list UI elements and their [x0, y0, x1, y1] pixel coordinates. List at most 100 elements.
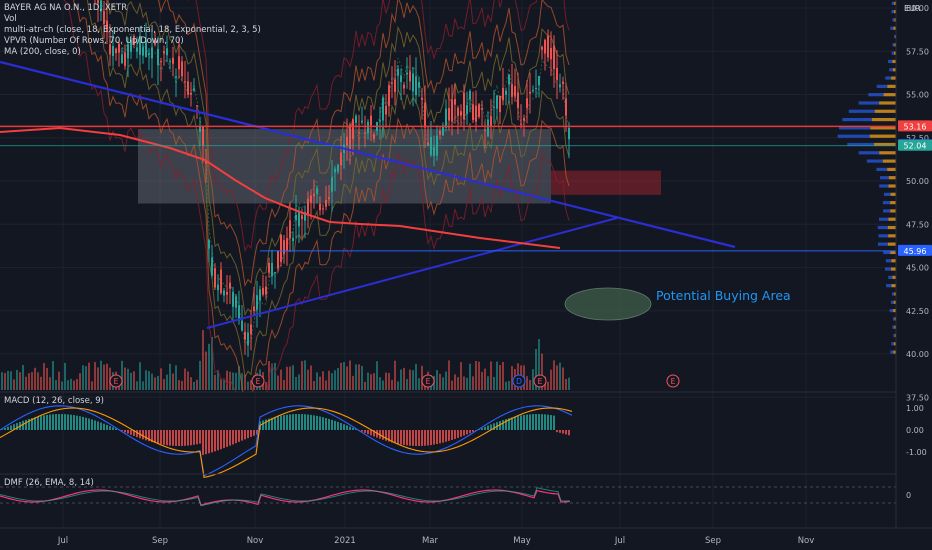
vp-row-up [882, 201, 891, 205]
macd-histogram-bar [13, 424, 15, 430]
macd-histogram-bar [67, 414, 69, 430]
volume-bar [85, 366, 87, 390]
dmf-line [0, 489, 571, 506]
macd-histogram-bar [82, 416, 84, 430]
candle-body [289, 220, 291, 239]
candle-body [217, 284, 219, 291]
macd-histogram-bar [151, 430, 153, 443]
macd-histogram-bar [322, 417, 324, 430]
volume-bar [22, 364, 24, 390]
volume-bar [358, 364, 360, 390]
candle-body [517, 92, 519, 109]
candle-body [106, 20, 108, 31]
candle-body [325, 200, 327, 207]
volume-bar [556, 365, 558, 390]
macd-histogram-bar [382, 430, 384, 440]
candle-body [130, 39, 132, 52]
macd-histogram-bar [76, 415, 78, 430]
vp-row-up [886, 284, 892, 288]
macd-histogram-bar [100, 422, 102, 430]
vp-row-up [891, 292, 895, 296]
candle-body [508, 74, 510, 85]
volume-bar [154, 377, 156, 390]
macd-label[interactable]: MACD (12, 26, close, 9) [4, 396, 104, 406]
candle-body [367, 121, 369, 134]
macd-histogram-bar [91, 419, 93, 430]
macd-histogram-bar [88, 418, 90, 430]
volume-bar [322, 371, 324, 390]
volume-bar [325, 380, 327, 390]
macd-histogram-bar [187, 430, 189, 446]
macd-histogram-bar [145, 430, 147, 441]
indicator-vol[interactable]: Vol [4, 14, 17, 24]
volume-bar [436, 370, 438, 390]
price-tag [898, 120, 932, 132]
volume-bar [136, 381, 138, 390]
candle-body [565, 98, 567, 116]
vp-row-down [894, 292, 896, 296]
vp-row-down [894, 325, 896, 329]
macd-histogram-bar [85, 417, 87, 430]
indicator-vpvr[interactable]: VPVR (Number Of Rows, 70, Up/Down, 70) [4, 36, 184, 46]
volume-bar [58, 371, 60, 390]
candle-body [109, 44, 111, 55]
macd-histogram-bar [391, 430, 393, 443]
macd-histogram-bar [43, 415, 45, 430]
candle-body [187, 81, 189, 95]
candle-body [133, 35, 135, 45]
macd-histogram-bar [373, 430, 375, 437]
candle-body [454, 99, 456, 105]
macd-histogram-bar [235, 430, 237, 444]
x-tick-label: Sep [152, 536, 168, 546]
candle-body [520, 123, 522, 125]
volume-bars [1, 330, 570, 390]
macd-histogram-bar [31, 418, 33, 430]
vp-row-down [893, 26, 896, 30]
volume-bar [226, 370, 228, 390]
volume-bar [82, 365, 84, 390]
macd-histogram-bar [541, 414, 543, 430]
candle-body [382, 97, 384, 121]
atr-band [107, 0, 570, 317]
event-marker-label: E [256, 377, 261, 386]
macd-histogram-bar [208, 430, 210, 454]
indicator-atr-channel[interactable]: multi-atr-ch (close, 18, Exponential, 18… [4, 25, 261, 35]
candle-body [166, 48, 168, 56]
y-tick-label: 55.00 [906, 91, 929, 100]
macd-histogram-bar [463, 430, 465, 436]
y-tick-label: 50.00 [906, 177, 929, 186]
candle-body [553, 45, 555, 70]
vp-row-up [892, 18, 895, 22]
vp-row-up [847, 142, 875, 147]
macd-histogram-bar [565, 430, 567, 435]
macd-histogram-bar [112, 427, 114, 430]
volume-bar [142, 381, 144, 390]
candle-body [409, 71, 411, 82]
volume-bar [538, 339, 540, 390]
macd-histogram-bar [199, 430, 201, 444]
macd-histogram-bar [304, 414, 306, 430]
macd-histogram-bar [163, 430, 165, 445]
indicator-ma[interactable]: MA (200, close, 0) [4, 47, 81, 57]
volume-bar [442, 377, 444, 390]
vp-row-down [887, 167, 896, 172]
volume-bar [346, 366, 348, 390]
descending-trendline [0, 60, 736, 249]
dmf-label[interactable]: DMF (26, EMA, 8, 14) [4, 478, 94, 488]
y-tick-label: 37.50 [906, 393, 929, 402]
vp-row-down [891, 267, 896, 271]
macd-histogram-bar [79, 416, 81, 430]
candle-body [463, 92, 465, 120]
candle-body [262, 287, 264, 295]
price-tag [898, 139, 932, 151]
candle-body [247, 332, 249, 346]
volume-bar [124, 367, 126, 390]
candle-body [424, 102, 426, 128]
volume-bar [70, 378, 72, 390]
candle-body [100, 0, 102, 12]
macd-histogram-bar [52, 414, 54, 430]
volume-bar [439, 373, 441, 390]
